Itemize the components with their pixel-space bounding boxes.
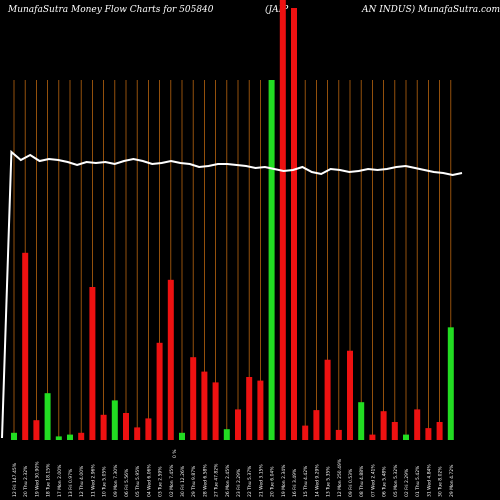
bar-26 [291,8,297,440]
bar-5 [55,436,62,440]
x-axis-labels: 12 Fri 147.45% 20 Thu 2.32% 19 Wed 30.90% 1… [12,458,455,497]
x-label-28: 14 Wed 9.29% [314,464,320,497]
bar-17 [190,357,197,440]
x-label-8: 11 Wed 2.96% [90,464,96,497]
x-label-38: 31 Wed 4.84% [426,464,432,497]
mid-label: 0 % [172,449,178,458]
bar-6 [67,434,73,440]
x-label-35: 05 Mon 5.32% [393,464,399,497]
x-label-4: 18 Tue 18.15% [46,463,52,497]
bar-8 [89,287,96,440]
bar-35 [391,422,398,440]
x-label-10: 09 Mon 7.30% [113,464,119,497]
x-label-9: 10 Tue 5.05% [102,466,108,497]
bar-12 [134,427,141,440]
chart-title-right: AN INDUS) MunafaSutra.com [362,5,500,15]
x-label-15: 02 Mon 7.45% [169,464,175,497]
bar-31 [347,350,353,440]
x-label-21: 23 Fri 2.29% [236,468,242,497]
bar-27 [302,425,309,440]
x-label-1: 12 Fri 147.45% [12,462,18,497]
bar-21 [235,409,241,440]
x-label-39: 30 Tue 8.02% [438,466,444,497]
bar-3 [33,420,40,440]
x-label-5: 17 Mon 2.00% [57,464,63,497]
grid-lines [13,80,452,440]
x-label-23: 21 Wed 3.15% [258,464,264,497]
x-label-13: 04 Wed 6.06% [146,464,152,497]
x-label-18: 28 Wed 6.58% [202,464,208,497]
bar-25 [279,0,286,440]
x-label-16: 30 Fri 12.26% [180,465,186,497]
bar-36 [403,434,409,440]
bar-18 [201,371,208,440]
x-label-3: 19 Wed 30.90% [34,461,40,497]
bar-series [11,0,454,440]
bar-10 [111,400,118,440]
x-label-19: 27 Tue 47.82% [214,463,220,497]
bar-24 [268,80,275,440]
price-line [1,149,463,439]
x-label-30: 12 Mon 250.49% [337,458,343,497]
bar-11 [123,413,129,440]
x-label-27: 15 Thu 4.42% [303,465,309,497]
bar-22 [246,377,253,440]
x-label-34: 06 Tue 5.48% [382,466,388,497]
x-label-24: 20 Tue 6.04% [270,466,276,497]
bar-40 [447,327,454,440]
x-label-33: 07 Wed 2.41% [370,464,376,497]
x-label-26: 16 Fri 3.49% [292,468,298,497]
bar-16 [179,432,185,440]
x-label-14: 03 Tue 2.59% [158,466,164,497]
bar-14 [156,342,163,440]
bar-13 [145,418,152,440]
bar-4 [44,393,51,440]
bar-9 [100,414,107,440]
bar-2 [22,252,29,440]
bar-39 [436,422,443,440]
x-label-17: 29 Thu 9.87% [191,465,197,497]
x-label-32: 08 Thu 4.88% [359,465,365,497]
x-label-12: 05 Thu 5.95% [135,465,141,497]
bar-23 [257,380,264,440]
x-label-22: 22 Thu 5.37% [247,465,253,497]
x-label-29: 13 Tue 5.35% [326,466,332,497]
bar-32 [358,402,365,440]
bar-30 [335,429,342,440]
bar-29 [324,359,331,440]
x-label-11: 06 Fri 5.56% [124,468,130,497]
bar-34 [380,411,387,440]
x-label-40: 29 Mon 4.72% [449,464,455,497]
x-label-37: 01 Thu 5.42% [415,465,421,497]
bar-20 [223,429,230,440]
x-label-31: 09 Fri 0.53% [348,468,354,497]
bar-15 [167,279,174,440]
chart-title-left: MunafaSutra Money Flow Charts for 505840 [8,5,214,15]
chart-title-middle: (JAIP [265,5,289,15]
x-label-20: 26 Mon 2.45% [225,464,231,497]
bar-38 [425,428,432,440]
bar-28 [313,410,320,440]
bar-1 [11,432,17,440]
x-label-2: 20 Thu 2.32% [23,465,29,497]
bar-33 [369,434,376,440]
bar-37 [414,409,421,440]
x-label-25: 19 Mon 2.34% [281,464,287,497]
x-label-36: 02 Fri 2.29% [404,468,410,497]
bar-19 [212,382,219,440]
bar-7 [78,432,85,440]
x-label-7: 12 Thu 4.00% [79,465,85,497]
x-label-6: 13 Fri 0.97% [68,468,74,497]
